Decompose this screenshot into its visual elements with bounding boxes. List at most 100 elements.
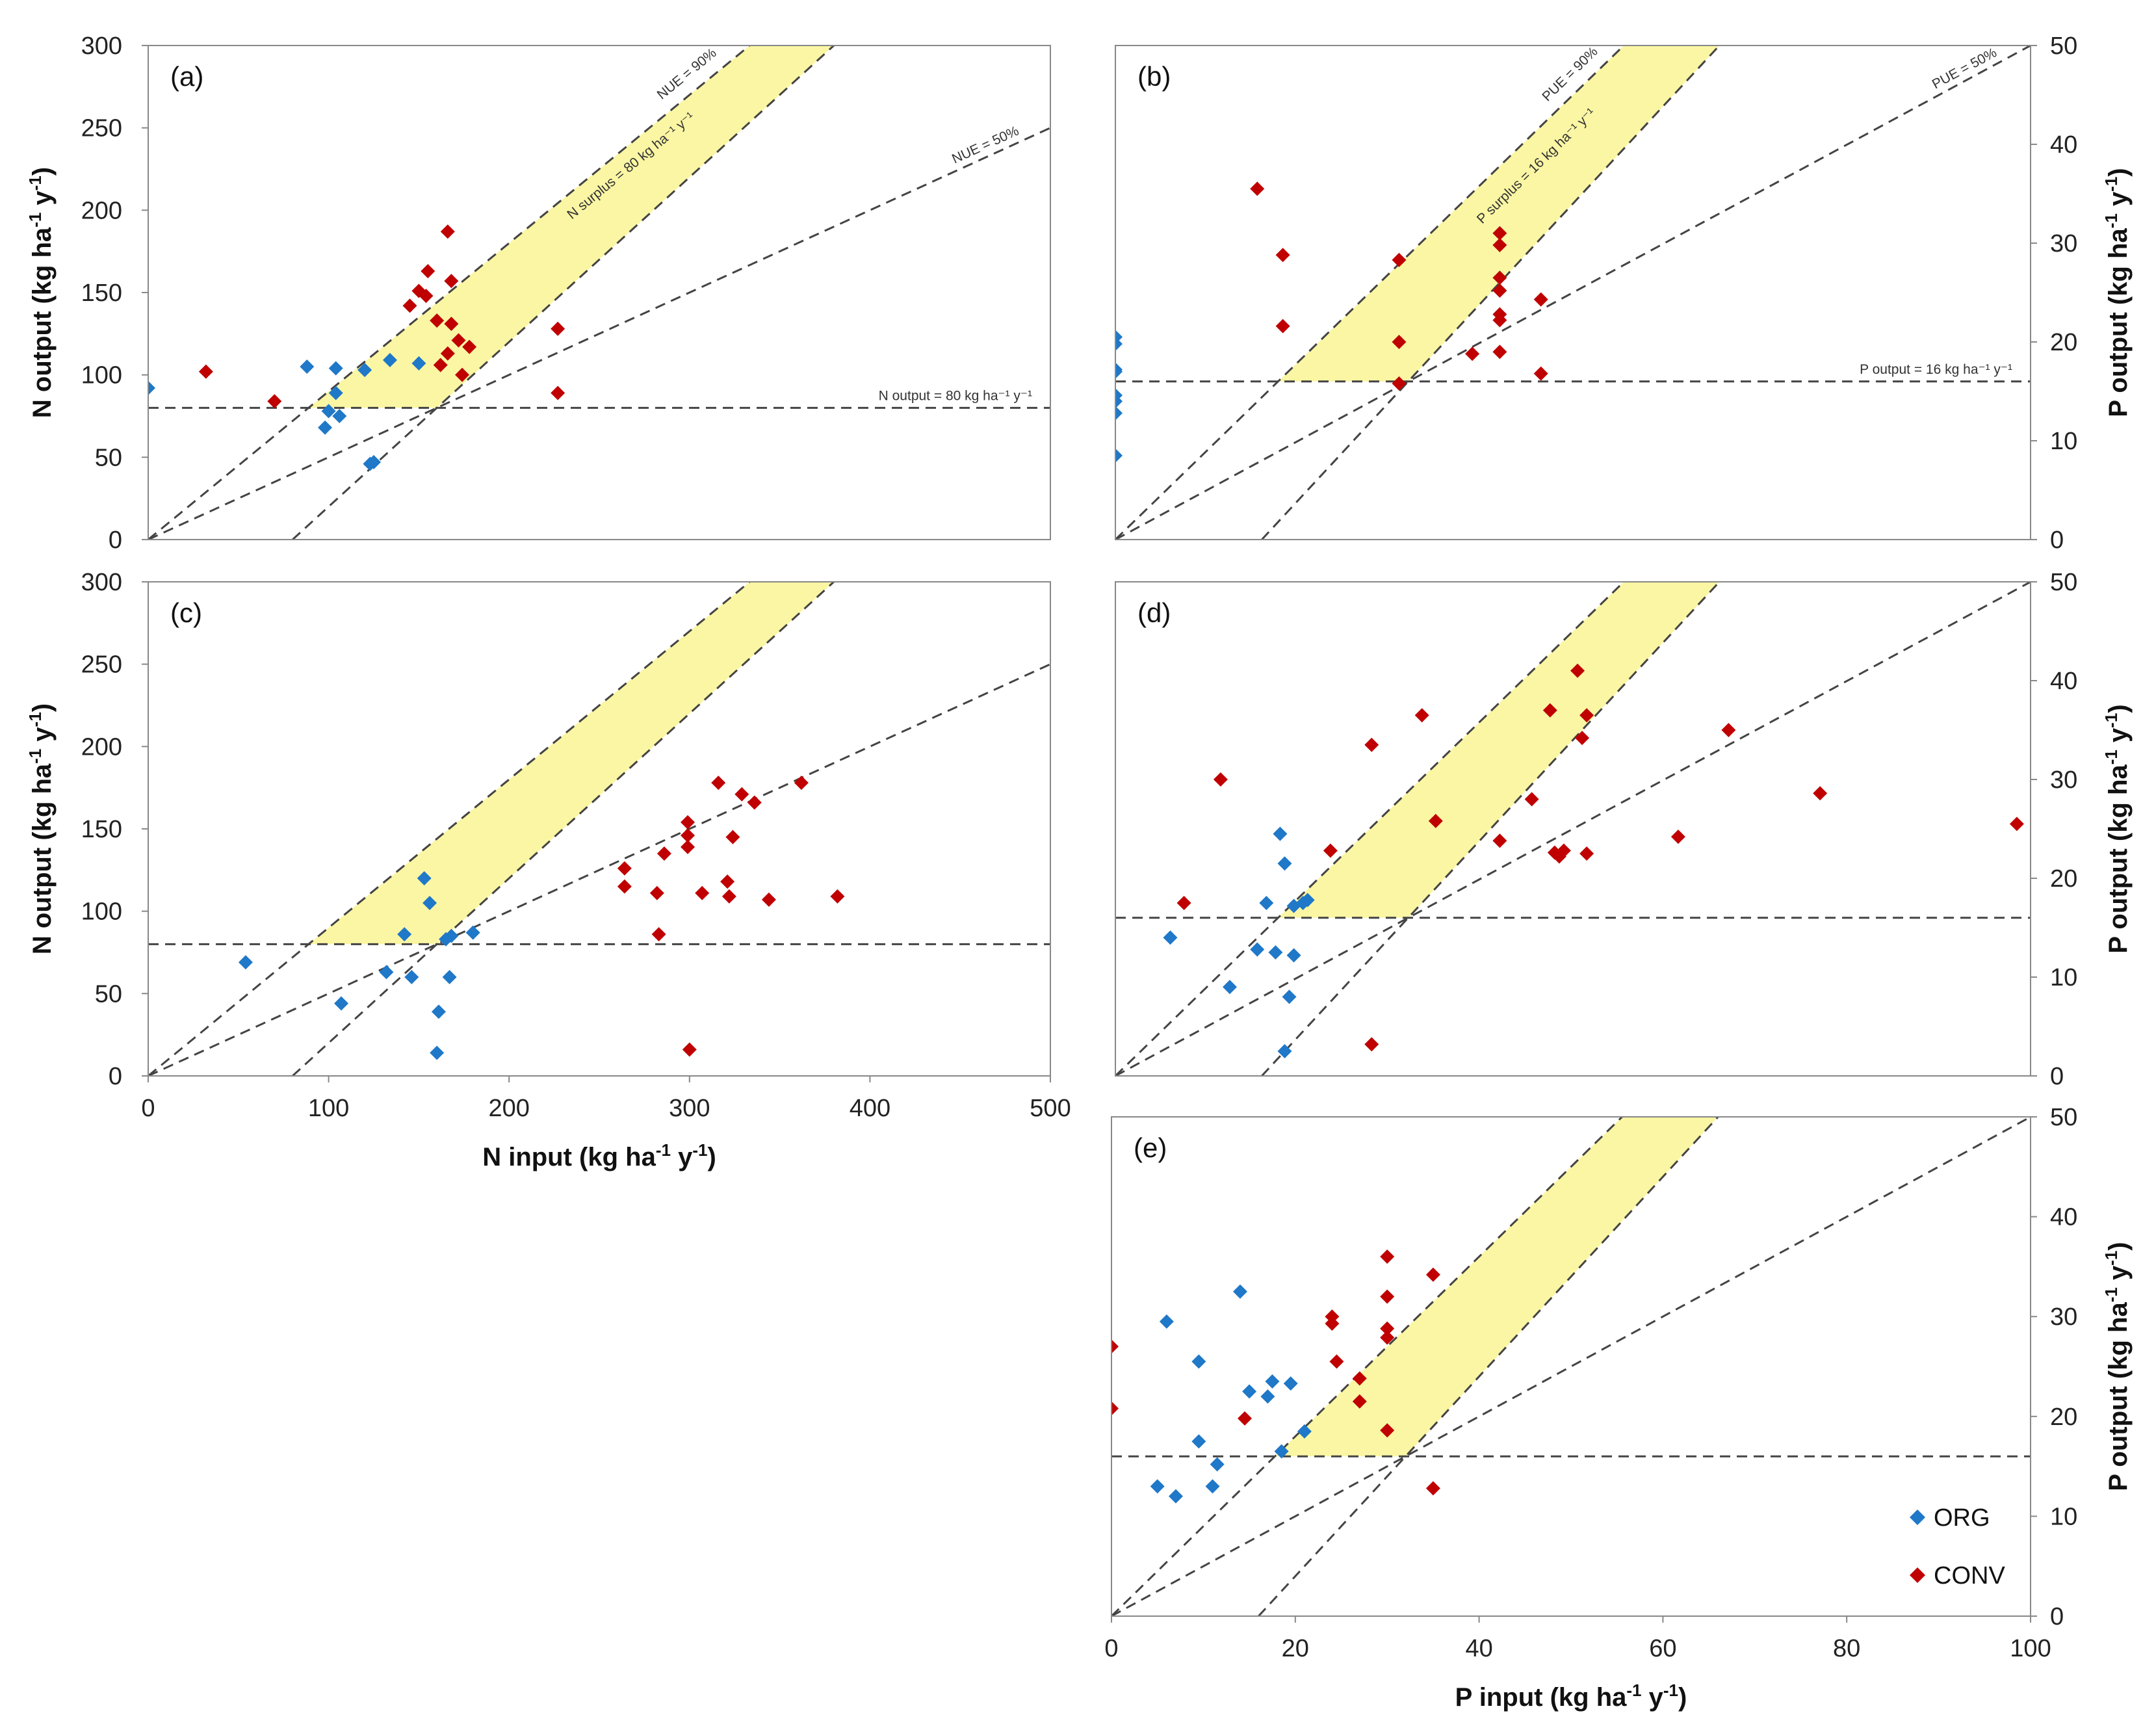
legend-org-marker (1910, 1510, 1925, 1525)
y-tick-label-d: 0 (2050, 1063, 2064, 1090)
legend-conv-label: CONV (1934, 1562, 2005, 1589)
target-zone-band-b (1278, 46, 1720, 382)
point-conv-d (1524, 792, 1539, 807)
y-tick-label-b: 40 (2050, 131, 2077, 159)
point-org-e (1297, 1424, 1312, 1439)
point-conv-e (1380, 1321, 1395, 1336)
y-tick-label-b: 0 (2050, 527, 2064, 554)
point-conv-c (617, 861, 632, 876)
point-conv-b (1275, 319, 1290, 333)
point-conv-c (721, 889, 736, 904)
point-conv-c (725, 830, 740, 844)
y-tick-label-c: 0 (109, 1063, 122, 1090)
legend-org-label: ORG (1934, 1504, 1990, 1532)
point-org-d (1277, 1044, 1292, 1058)
point-conv-a (267, 394, 282, 409)
x-tick-label-e: 80 (1833, 1635, 1860, 1662)
point-conv-c (695, 885, 710, 900)
y-tick-label-d: 40 (2050, 668, 2077, 695)
point-org-e (1205, 1479, 1220, 1494)
surplus-line-b (1261, 46, 1721, 540)
x-tick-label-c: 0 (141, 1095, 155, 1122)
point-conv-c (651, 927, 666, 942)
efficiency-90-line-c (148, 582, 751, 1076)
point-org-e (1159, 1314, 1174, 1329)
surplus-line-d (1261, 582, 1721, 1076)
point-conv-c (682, 1042, 697, 1057)
y-tick-label-c: 300 (81, 569, 122, 596)
point-org-c (430, 1045, 445, 1060)
point-org-d (1250, 942, 1265, 957)
y-tick-label-d: 50 (2050, 569, 2077, 596)
point-org-b (1115, 364, 1123, 379)
y-tick-label-a: 50 (95, 444, 122, 471)
point-conv-d (2009, 817, 2024, 831)
point-conv-e (1238, 1411, 1253, 1426)
point-conv-d (1670, 830, 1685, 844)
point-conv-a (440, 224, 455, 239)
point-org-b (1115, 448, 1123, 463)
point-conv-a (444, 274, 459, 289)
point-conv-a (433, 358, 448, 373)
panel-c-n-balance-bottom: 0 50 100 150 200 250 300 0 100 200 300 400 500 N outp… (25, 569, 1071, 1171)
point-org-e (1168, 1489, 1183, 1504)
point-conv-b (1492, 313, 1507, 328)
y-tick-label-d: 30 (2050, 766, 2077, 794)
point-conv-b (1533, 366, 1548, 381)
point-org-c (422, 896, 437, 910)
point-org-e (1232, 1284, 1247, 1299)
y-axis-title-d: P output (kg ha-1 y-1) (2101, 704, 2133, 953)
y-tick-label-a: 250 (81, 115, 122, 142)
surplus-line-a (292, 46, 835, 540)
point-conv-e (1111, 1401, 1119, 1416)
x-tick-label-e: 0 (1104, 1635, 1118, 1662)
point-conv-d (1813, 786, 1828, 801)
y-tick-label-d: 20 (2050, 865, 2077, 893)
y-tick-label-e: 20 (2050, 1404, 2077, 1431)
x-tick-label-e: 100 (2010, 1635, 2051, 1662)
point-conv-b (1492, 345, 1507, 360)
x-tick-label-c: 500 (1030, 1095, 1071, 1122)
point-org-e (1191, 1354, 1206, 1369)
point-org-e (1191, 1434, 1206, 1449)
point-org-a (318, 420, 333, 435)
y-tick-label-e: 10 (2050, 1503, 2077, 1530)
point-conv-b (1492, 270, 1507, 285)
y-axis-title-c: N output (kg ha-1 y-1) (25, 703, 57, 954)
y-tick-label-e: 0 (2050, 1603, 2064, 1630)
point-org-a (367, 454, 381, 469)
y-axis-title-a: N output (kg ha-1 y-1) (25, 167, 57, 418)
panel-label-e: (e) (1134, 1132, 1167, 1163)
point-org-a (321, 404, 336, 419)
point-conv-d (1364, 737, 1379, 752)
efficiency-90-line-e (1111, 1117, 1623, 1616)
point-conv-b (1533, 292, 1548, 307)
point-conv-c (681, 839, 695, 854)
surplus-line-c (292, 582, 835, 1076)
panel-d-p-balance-middle: 0 10 20 30 40 50 P output (kg ha-1 y-1) (d) (1115, 569, 2133, 1090)
point-conv-a (455, 367, 470, 382)
point-conv-d (1323, 843, 1338, 858)
point-org-a (148, 380, 155, 395)
point-conv-a (402, 298, 417, 313)
efficiency-50-line-e (1111, 1117, 2031, 1616)
point-org-e (1283, 1376, 1298, 1391)
y-axis-title-b: P output (kg ha-1 y-1) (2101, 168, 2133, 417)
point-org-c (444, 928, 459, 943)
panel-label-b: (b) (1137, 61, 1171, 92)
point-org-e (1242, 1384, 1257, 1399)
point-conv-d (1556, 843, 1571, 858)
point-conv-d (1176, 896, 1191, 910)
point-conv-d (1721, 723, 1736, 737)
x-tick-label-c: 300 (669, 1095, 710, 1122)
x-axis-title-c: N input (kg ha-1 y-1) (482, 1140, 716, 1171)
point-org-c (431, 1004, 446, 1019)
y-tick-label-e: 40 (2050, 1204, 2077, 1231)
y-tick-label-e: 30 (2050, 1303, 2077, 1331)
efficiency-50-line-c (148, 663, 1050, 1076)
point-conv-e (1325, 1316, 1340, 1331)
point-conv-a (421, 264, 435, 279)
point-org-e (1265, 1374, 1280, 1389)
efficiency-50-line-b (1115, 46, 2031, 540)
